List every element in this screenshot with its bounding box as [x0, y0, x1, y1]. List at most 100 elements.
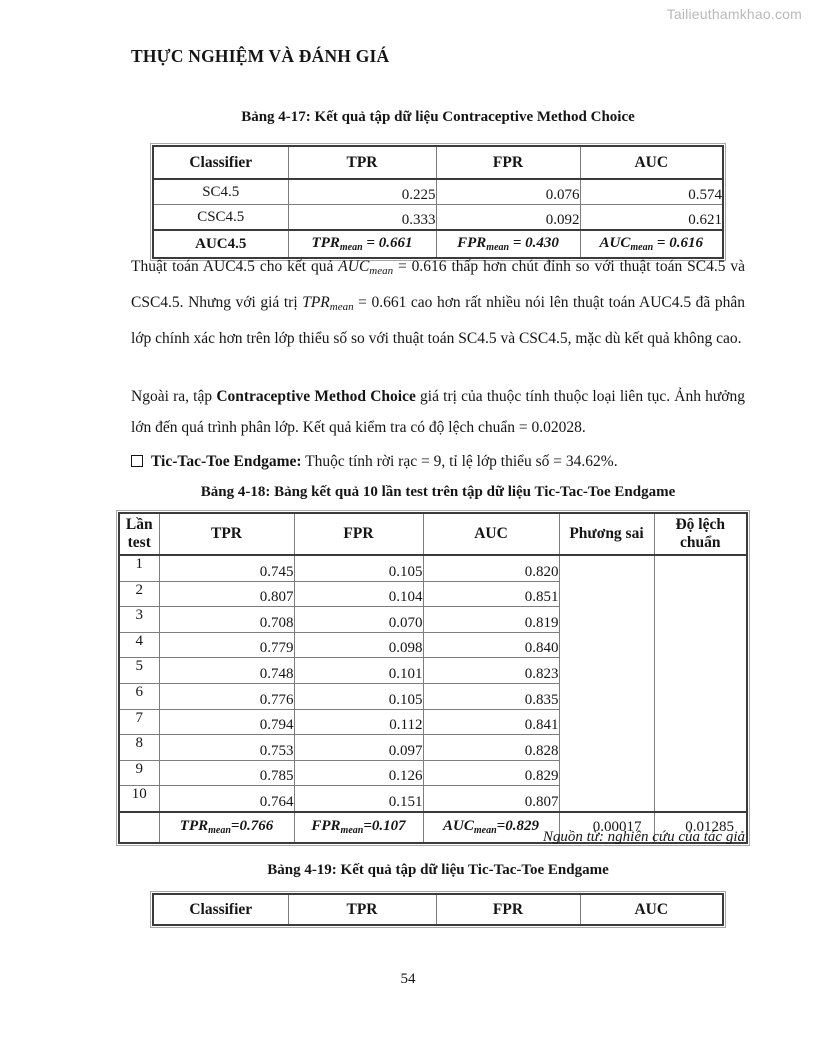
auc-mean-cell: AUCmean = 0.616	[579, 229, 724, 259]
classifier-cell: CSC4.5	[152, 204, 289, 231]
table-4-19: Classifier TPR FPR AUC	[150, 891, 726, 928]
fpr-cell: 0.105	[293, 554, 424, 582]
auc-cell: 0.807	[422, 785, 560, 813]
fpr-cell: 0.104	[293, 580, 424, 608]
variance-value-cell: 0.00017	[558, 810, 655, 844]
table-row: SC4.5 0.225 0.076 0.574	[152, 178, 724, 205]
table-4-19-caption: Bảng 4-19: Kết quả tập dữ liệu Tic-Tac-T…	[267, 862, 609, 878]
fpr-cell: 0.098	[293, 631, 424, 659]
fpr-mean-cell: FPRmean=0.107	[293, 810, 424, 844]
column-header: TPR	[287, 893, 437, 926]
table-row: 7 0.794 0.112 0.841	[118, 708, 747, 736]
stddev-value-cell: 0.01285	[653, 810, 748, 844]
table-row: 9 0.785 0.126 0.829	[118, 759, 747, 787]
fpr-cell: 0.126	[293, 759, 424, 787]
bullet-item: Tic-Tac-Toe Endgame: Thuộc tính rời rạc …	[131, 446, 745, 477]
tpr-cell: 0.764	[158, 785, 295, 813]
test-index-cell: 8	[118, 734, 160, 761]
tpr-cell: 0.748	[158, 657, 295, 684]
tpr-mean-cell: TPRmean=0.766	[158, 810, 295, 844]
table-4-18-caption: Bảng 4-18: Bảng kết quả 10 lần test trên…	[200, 484, 676, 500]
auc-cell: 0.841	[422, 708, 560, 736]
tpr-cell: 0.794	[158, 708, 295, 736]
fpr-cell: 0.092	[435, 204, 581, 231]
tpr-cell: 0.807	[158, 580, 295, 608]
column-header: FPR	[293, 512, 424, 556]
fpr-cell: 0.151	[293, 785, 424, 813]
tpr-cell: 0.708	[158, 606, 295, 633]
table-row: 2 0.807 0.104 0.851	[118, 580, 747, 608]
test-index-cell: 6	[118, 682, 160, 710]
column-header: Phương sai	[558, 512, 655, 556]
column-header: Classifier	[152, 145, 289, 180]
fpr-cell: 0.112	[293, 708, 424, 736]
column-header: FPR	[435, 145, 581, 180]
variance-merged-cell	[558, 554, 655, 813]
table-4-18: Lần test TPR FPR AUC Phương sai Độ lệch …	[116, 510, 750, 846]
table-row: 4 0.779 0.098 0.840	[118, 631, 747, 659]
auc-cell: 0.820	[422, 554, 560, 582]
column-header: Lần test	[118, 512, 160, 556]
column-header: AUC	[579, 893, 724, 926]
tpr-mean-cell: TPRmean = 0.661	[287, 229, 437, 259]
tpr-cell: 0.776	[158, 682, 295, 710]
source-note: Nguồn từ: nghiên cứu của tác giả	[542, 829, 745, 845]
paragraph-analysis: Thuật toán AUC4.5 cho kết quả AUCmean = …	[131, 258, 746, 347]
table-mean-row: TPRmean=0.766 FPRmean=0.107 AUCmean=0.82…	[118, 810, 748, 844]
auc-cell: 0.851	[422, 580, 560, 608]
table-mean-row: AUC4.5 TPRmean = 0.661 FPRmean = 0.430 A…	[152, 229, 724, 259]
table-row: CSC4.5 0.333 0.092 0.621	[152, 204, 724, 231]
test-index-cell: 3	[118, 606, 160, 633]
column-header: AUC	[422, 512, 560, 556]
column-header: AUC	[579, 145, 724, 180]
test-index-cell: 9	[118, 759, 160, 787]
table-row: 6 0.776 0.105 0.835	[118, 682, 747, 710]
column-header: TPR	[158, 512, 295, 556]
fpr-cell: 0.101	[293, 657, 424, 684]
column-header: TPR	[287, 145, 437, 180]
table-row: 1 0.745 0.105 0.820	[118, 554, 748, 813]
fpr-cell: 0.076	[435, 178, 581, 205]
test-index-cell: 4	[118, 631, 160, 659]
empty-cell	[118, 810, 160, 844]
table-row: 5 0.748 0.101 0.823	[118, 657, 747, 684]
table-header-row: Classifier TPR FPR AUC	[152, 893, 724, 926]
classifier-cell: SC4.5	[152, 178, 289, 205]
tpr-cell: 0.745	[158, 554, 295, 582]
table-row: 10 0.764 0.151 0.807	[118, 785, 747, 813]
auc-cell: 0.828	[422, 734, 560, 761]
auc-cell: 0.835	[422, 682, 560, 710]
table-4-17: Classifier TPR FPR AUC SC4.5 0.225 0.076…	[150, 143, 726, 261]
fpr-mean-cell: FPRmean = 0.430	[435, 229, 581, 259]
auc-cell: 0.823	[422, 657, 560, 684]
paragraph-note: Ngoài ra, tập Contraceptive Method Choic…	[131, 388, 745, 436]
test-index-cell: 1	[118, 554, 160, 582]
test-index-cell: 5	[118, 657, 160, 684]
table-header-row: Classifier TPR FPR AUC	[152, 145, 724, 180]
tpr-cell: 0.779	[158, 631, 295, 659]
auc-cell: 0.574	[579, 178, 724, 205]
column-header: FPR	[435, 893, 581, 926]
test-index-cell: 10	[118, 785, 160, 813]
test-index-cell: 2	[118, 580, 160, 608]
column-header: Độ lệch chuẩn	[653, 512, 748, 556]
site-watermark: Tailieuthamkhao.com	[666, 6, 802, 22]
table-4-17-caption: Bảng 4-17: Kết quả tập dữ liệu Contracep…	[241, 109, 635, 125]
column-header: Classifier	[152, 893, 289, 926]
tpr-cell: 0.225	[287, 178, 437, 205]
auc-cell: 0.840	[422, 631, 560, 659]
square-bullet-icon	[131, 455, 143, 467]
table-header-row: Lần test TPR FPR AUC Phương sai Độ lệch …	[118, 512, 748, 556]
fpr-cell: 0.070	[293, 606, 424, 633]
page-title: THỰC NGHIỆM VÀ ĐÁNH GIÁ	[131, 46, 390, 66]
fpr-cell: 0.105	[293, 682, 424, 710]
test-index-cell: 7	[118, 708, 160, 736]
stddev-merged-cell	[653, 554, 748, 813]
tpr-cell: 0.753	[158, 734, 295, 761]
tpr-cell: 0.333	[287, 204, 437, 231]
fpr-cell: 0.097	[293, 734, 424, 761]
auc-cell: 0.819	[422, 606, 560, 633]
tpr-cell: 0.785	[158, 759, 295, 787]
auc-cell: 0.621	[579, 204, 724, 231]
